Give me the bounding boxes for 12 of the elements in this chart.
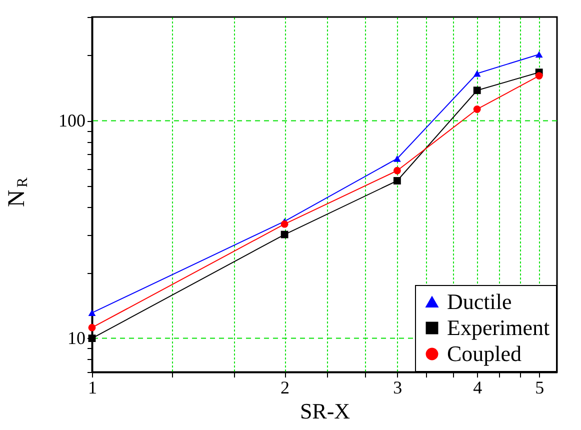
x-tick-label: 2	[280, 378, 290, 398]
x-tick-label: 1	[88, 378, 97, 398]
legend-label: Experiment	[447, 315, 550, 340]
legend-label: Ductile	[447, 289, 512, 314]
x-axis-title: SR-X	[300, 398, 350, 424]
legend-label: Coupled	[447, 341, 522, 366]
x-tick-label: 4	[473, 378, 482, 398]
y-axis-title: NR	[4, 177, 31, 208]
y-tick-label: 10	[68, 328, 86, 348]
y-tick-label: 100	[58, 110, 86, 130]
x-tick-label: 3	[393, 378, 402, 398]
x-tick-label: 5	[535, 378, 544, 398]
